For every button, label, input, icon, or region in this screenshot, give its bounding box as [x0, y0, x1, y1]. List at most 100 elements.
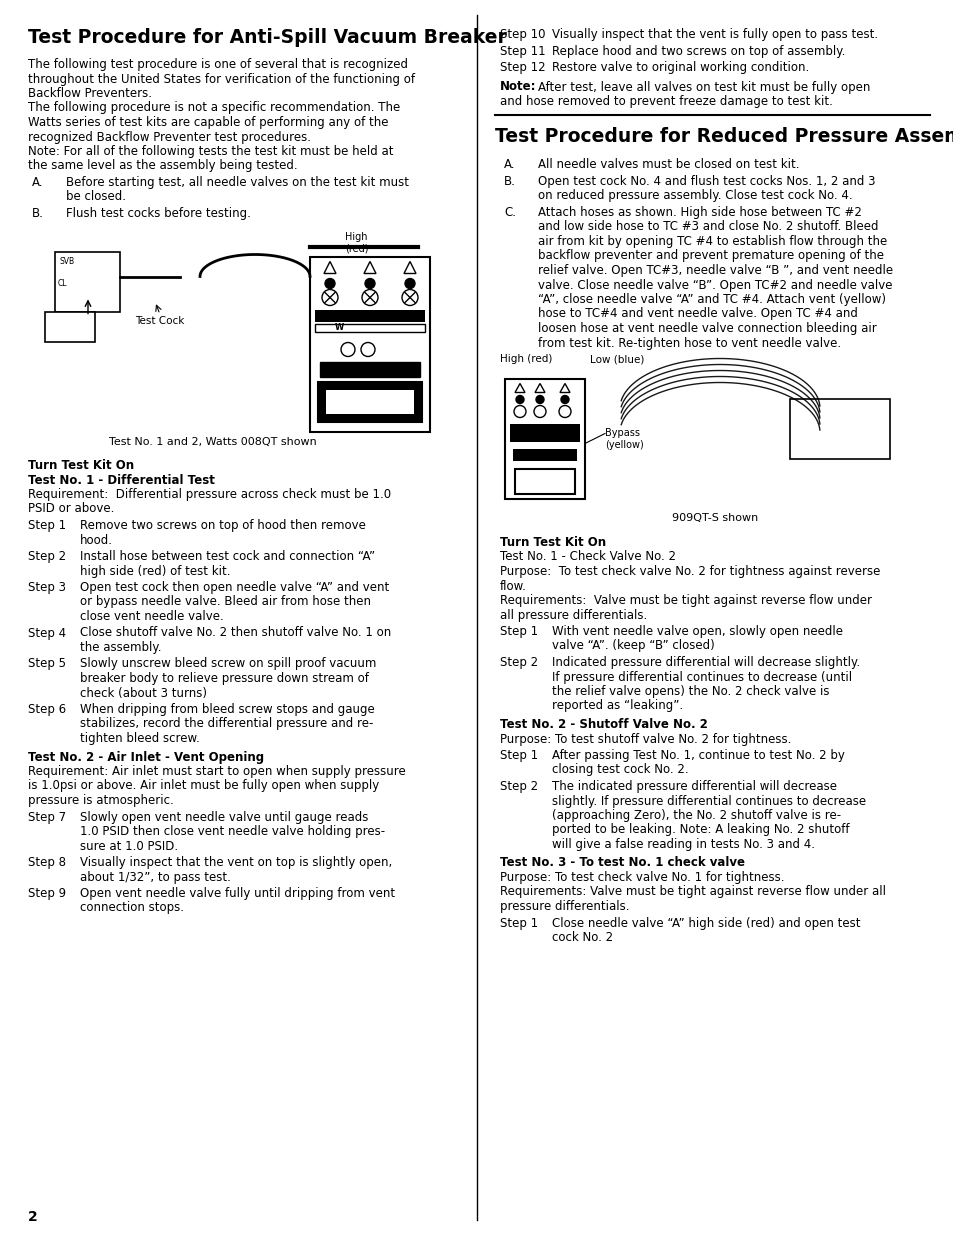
- Polygon shape: [559, 384, 569, 393]
- Text: The following procedure is not a specific recommendation. The: The following procedure is not a specifi…: [28, 101, 400, 115]
- Text: ported to be leaking. Note: A leaking No. 2 shutoff: ported to be leaking. Note: A leaking No…: [552, 824, 848, 836]
- Bar: [314, 310, 424, 321]
- Text: 909QT-S shown: 909QT-S shown: [671, 514, 758, 524]
- Text: pressure is atmospheric.: pressure is atmospheric.: [28, 794, 173, 806]
- Text: After test, leave all valves on test kit must be fully open: After test, leave all valves on test kit…: [537, 80, 869, 94]
- Text: pressure differentials.: pressure differentials.: [499, 900, 629, 913]
- Text: and hose removed to prevent freeze damage to test kit.: and hose removed to prevent freeze damag…: [499, 95, 832, 107]
- Bar: [314, 324, 424, 331]
- Text: Step 8: Step 8: [28, 856, 66, 869]
- Polygon shape: [515, 384, 524, 393]
- Circle shape: [536, 395, 543, 404]
- Text: B.: B.: [503, 175, 516, 188]
- Text: Step 1: Step 1: [28, 519, 66, 532]
- Circle shape: [401, 289, 417, 305]
- Bar: [504, 378, 584, 499]
- Text: Turn Test Kit On: Turn Test Kit On: [28, 459, 134, 472]
- Text: Test Procedure for Reduced Pressure Assembly: Test Procedure for Reduced Pressure Asse…: [495, 126, 953, 146]
- Text: The following test procedure is one of several that is recognized: The following test procedure is one of s…: [28, 58, 408, 70]
- Text: will give a false reading in tests No. 3 and 4.: will give a false reading in tests No. 3…: [552, 839, 814, 851]
- Text: Turn Test Kit On: Turn Test Kit On: [499, 536, 605, 550]
- Text: Step 2: Step 2: [499, 656, 537, 669]
- Text: Note:: Note:: [499, 80, 536, 94]
- Text: Purpose: To test check valve No. 1 for tightness.: Purpose: To test check valve No. 1 for t…: [499, 871, 783, 884]
- Text: With vent needle valve open, slowly open needle: With vent needle valve open, slowly open…: [552, 625, 842, 638]
- Text: Purpose: To test shutoff valve No. 2 for tightness.: Purpose: To test shutoff valve No. 2 for…: [499, 732, 791, 746]
- Bar: [326, 389, 414, 414]
- Polygon shape: [364, 262, 375, 273]
- Bar: [789, 399, 889, 458]
- Text: Requirements: Valve must be tight against reverse flow under all: Requirements: Valve must be tight agains…: [499, 885, 885, 899]
- Text: Watts series of test kits are capable of performing any of the: Watts series of test kits are capable of…: [28, 116, 388, 128]
- Bar: [510, 424, 579, 441]
- Text: closing test cock No. 2.: closing test cock No. 2.: [552, 763, 688, 777]
- Text: (approaching Zero), the No. 2 shutoff valve is re-: (approaching Zero), the No. 2 shutoff va…: [552, 809, 841, 823]
- Circle shape: [322, 289, 337, 305]
- Text: Install hose between test cock and connection “A”: Install hose between test cock and conne…: [80, 550, 375, 563]
- Text: Visually inspect that the vent on top is slightly open,: Visually inspect that the vent on top is…: [80, 856, 392, 869]
- Text: tighten bleed screw.: tighten bleed screw.: [80, 732, 199, 745]
- Text: After passing Test No. 1, continue to test No. 2 by: After passing Test No. 1, continue to te…: [552, 748, 844, 762]
- Text: loosen hose at vent needle valve connection bleeding air: loosen hose at vent needle valve connect…: [537, 322, 876, 335]
- Text: Remove two screws on top of hood then remove: Remove two screws on top of hood then re…: [80, 519, 366, 532]
- Text: Bypass
(yellow): Bypass (yellow): [604, 429, 643, 450]
- Circle shape: [405, 279, 415, 289]
- Text: Requirements:  Valve must be tight against reverse flow under: Requirements: Valve must be tight agains…: [499, 594, 871, 606]
- Text: flow.: flow.: [499, 579, 526, 593]
- Text: “A”, close needle valve “A” and TC #4. Attach vent (yellow): “A”, close needle valve “A” and TC #4. A…: [537, 293, 885, 306]
- Text: Indicated pressure differential will decrease slightly.: Indicated pressure differential will dec…: [552, 656, 860, 669]
- Text: Slowly unscrew bleed screw on spill proof vacuum: Slowly unscrew bleed screw on spill proo…: [80, 657, 376, 671]
- Text: Step 1: Step 1: [499, 625, 537, 638]
- Text: Restore valve to original working condition.: Restore valve to original working condit…: [552, 61, 808, 74]
- Text: CL: CL: [58, 279, 68, 289]
- Text: Requirement: Air inlet must start to open when supply pressure: Requirement: Air inlet must start to ope…: [28, 764, 405, 778]
- Text: stabilizes, record the differential pressure and re-: stabilizes, record the differential pres…: [80, 718, 373, 730]
- Text: slightly. If pressure differential continues to decrease: slightly. If pressure differential conti…: [552, 794, 865, 808]
- Text: about 1/32”, to pass test.: about 1/32”, to pass test.: [80, 871, 231, 883]
- Text: A.: A.: [503, 158, 515, 172]
- Text: throughout the United States for verification of the functioning of: throughout the United States for verific…: [28, 73, 415, 85]
- Text: Before starting test, all needle valves on the test kit must: Before starting test, all needle valves …: [66, 177, 409, 189]
- Text: Step 2: Step 2: [28, 550, 66, 563]
- Text: relief valve. Open TC#3, needle valve “B ”, and vent needle: relief valve. Open TC#3, needle valve “B…: [537, 264, 892, 277]
- Text: 2: 2: [28, 1210, 38, 1224]
- Text: 1.0 PSID then close vent needle valve holding pres-: 1.0 PSID then close vent needle valve ho…: [80, 825, 385, 839]
- Text: the assembly.: the assembly.: [80, 641, 161, 655]
- Text: Step 1: Step 1: [499, 748, 537, 762]
- Text: Close needle valve “A” high side (red) and open test: Close needle valve “A” high side (red) a…: [552, 916, 860, 930]
- Bar: [513, 448, 577, 461]
- Text: check (about 3 turns): check (about 3 turns): [80, 687, 207, 699]
- Text: Step 11: Step 11: [499, 44, 545, 58]
- Text: backflow preventer and prevent premature opening of the: backflow preventer and prevent premature…: [537, 249, 883, 263]
- Text: hose to TC#4 and vent needle valve. Open TC #4 and: hose to TC#4 and vent needle valve. Open…: [537, 308, 857, 321]
- Text: If pressure differential continues to decrease (until: If pressure differential continues to de…: [552, 671, 851, 683]
- Circle shape: [340, 342, 355, 357]
- Text: High (red): High (red): [499, 354, 552, 364]
- Text: PSID or above.: PSID or above.: [28, 503, 114, 515]
- Text: valve “A”. (keep “B” closed): valve “A”. (keep “B” closed): [552, 640, 714, 652]
- Circle shape: [514, 405, 525, 417]
- Text: on reduced pressure assembly. Close test cock No. 4.: on reduced pressure assembly. Close test…: [537, 189, 852, 203]
- Text: Attach hoses as shown. High side hose between TC #2: Attach hoses as shown. High side hose be…: [537, 206, 861, 219]
- Circle shape: [558, 405, 571, 417]
- Text: Test No. 1 - Differential Test: Test No. 1 - Differential Test: [28, 473, 214, 487]
- Text: sure at 1.0 PSID.: sure at 1.0 PSID.: [80, 840, 178, 852]
- Text: Close shutoff valve No. 2 then shutoff valve No. 1 on: Close shutoff valve No. 2 then shutoff v…: [80, 626, 391, 640]
- Circle shape: [365, 279, 375, 289]
- Text: reported as “leaking”.: reported as “leaking”.: [552, 699, 682, 713]
- Text: Test No. 1 - Check Valve No. 2: Test No. 1 - Check Valve No. 2: [499, 551, 676, 563]
- Polygon shape: [535, 384, 544, 393]
- Text: B.: B.: [32, 207, 44, 220]
- Text: high side (red) of test kit.: high side (red) of test kit.: [80, 564, 231, 578]
- Text: Open vent needle valve fully until dripping from vent: Open vent needle valve fully until dripp…: [80, 887, 395, 900]
- Text: Test No. 1 and 2, Watts 008QT shown: Test No. 1 and 2, Watts 008QT shown: [109, 436, 316, 447]
- Text: Step 12: Step 12: [499, 61, 545, 74]
- Text: Step 6: Step 6: [28, 703, 66, 716]
- Text: and low side hose to TC #3 and close No. 2 shutoff. Bleed: and low side hose to TC #3 and close No.…: [537, 221, 878, 233]
- Text: SVB: SVB: [60, 257, 75, 266]
- Text: A.: A.: [32, 177, 44, 189]
- Text: or bypass needle valve. Bleed air from hose then: or bypass needle valve. Bleed air from h…: [80, 595, 371, 609]
- Text: Replace hood and two screws on top of assembly.: Replace hood and two screws on top of as…: [552, 44, 844, 58]
- Text: Test Procedure for Anti-Spill Vacuum Breaker: Test Procedure for Anti-Spill Vacuum Bre…: [28, 28, 506, 47]
- Text: High: High: [345, 231, 367, 242]
